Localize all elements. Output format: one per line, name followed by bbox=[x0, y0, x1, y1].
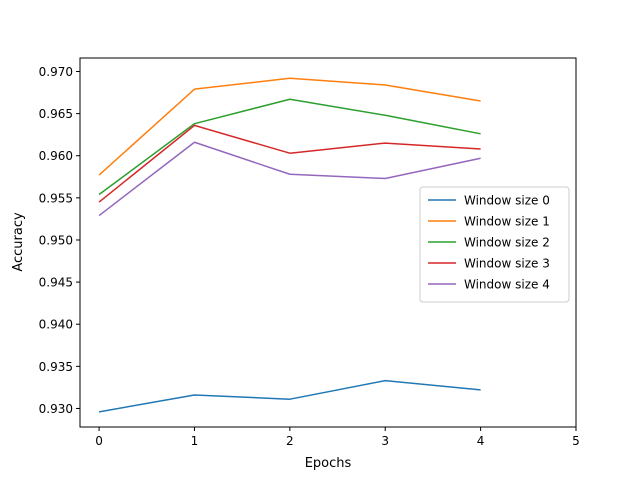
x-tick-label: 5 bbox=[572, 434, 580, 448]
legend-entry-label: Window size 0 bbox=[464, 194, 550, 208]
y-tick-label: 0.965 bbox=[39, 107, 73, 121]
x-tick-label: 2 bbox=[286, 434, 294, 448]
legend-entry-label: Window size 4 bbox=[464, 278, 550, 292]
plot-frame bbox=[79, 57, 577, 428]
y-tick-label: 0.930 bbox=[39, 402, 73, 416]
series-line-window-size-0 bbox=[98, 379, 481, 413]
y-tick-label: 0.950 bbox=[39, 233, 73, 247]
y-axis-label: Accuracy bbox=[11, 212, 26, 272]
y-tick-label: 0.940 bbox=[39, 318, 73, 332]
y-axis-ticks: 0.930 0.935 0.940 0.945 0.950 0.955 0.960 0.965… bbox=[39, 65, 80, 416]
legend-entry-label: Window size 3 bbox=[464, 257, 550, 271]
y-tick-label: 0.955 bbox=[39, 191, 73, 205]
legend-entry-label: Window size 1 bbox=[464, 215, 550, 229]
y-tick-label: 0.935 bbox=[39, 360, 73, 374]
series-line-window-size-1 bbox=[98, 77, 481, 176]
legend: Window size 0 Window size 1 Window size 2 W… bbox=[419, 186, 570, 303]
legend-box bbox=[419, 186, 570, 303]
x-tick-label: 3 bbox=[381, 434, 389, 448]
legend-entry-label: Window size 2 bbox=[464, 236, 550, 250]
x-axis-label: Epochs bbox=[305, 456, 352, 471]
y-tick-label: 0.960 bbox=[39, 149, 73, 163]
y-tick-label: 0.970 bbox=[39, 65, 73, 79]
x-tick-label: 0 bbox=[95, 434, 103, 448]
x-tick-label: 4 bbox=[477, 434, 485, 448]
series-line-window-size-4 bbox=[98, 141, 481, 217]
x-axis-ticks: 0 1 2 3 4 5 bbox=[95, 427, 580, 448]
series-line-window-size-3 bbox=[98, 124, 481, 203]
x-tick-label: 1 bbox=[191, 434, 199, 448]
series-line-window-size-2 bbox=[98, 98, 481, 196]
y-tick-label: 0.945 bbox=[39, 276, 73, 290]
